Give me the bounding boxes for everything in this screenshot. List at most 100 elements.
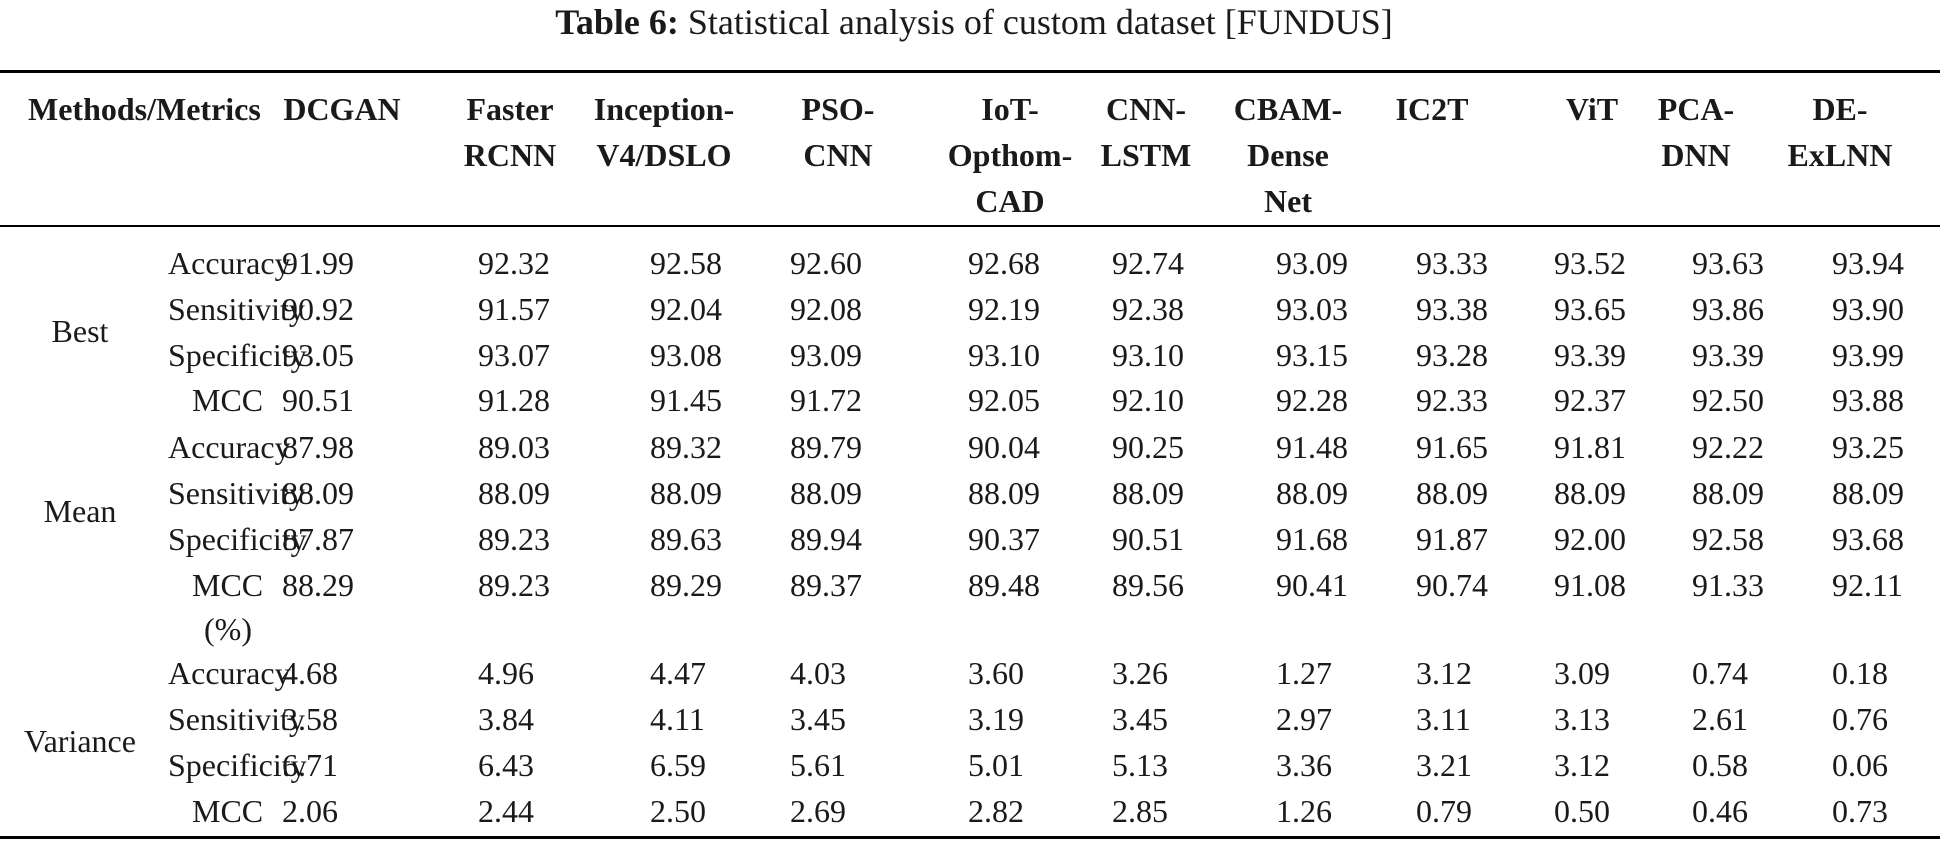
table-cell: 88.09 [282,475,354,511]
table-cell: 0.73 [1832,793,1888,829]
table-cell: 1.27 [1276,655,1332,691]
table-cell: 92.05 [968,382,1040,418]
table-cell: 93.94 [1832,245,1904,281]
table-cell: 4.11 [650,701,705,737]
table-cell: 91.33 [1692,567,1764,603]
table-cell: 93.52 [1554,245,1626,281]
table-cell: 92.04 [650,291,722,327]
column-header-line: CBAM- [1233,91,1343,127]
table-cell: 93.07 [478,337,550,373]
table-cell: 91.28 [478,382,550,418]
column-header-line: DNN [1661,137,1731,173]
table-cell: 91.87 [1416,521,1488,557]
table-cell: 92.22 [1692,429,1764,465]
table-cell: 3.21 [1416,747,1472,783]
table-cell: 3.09 [1554,655,1610,691]
table-cell: 93.33 [1416,245,1488,281]
table-cell: 6.71 [282,747,338,783]
table-cell: 93.09 [790,337,862,373]
column-header: PSO- CNN [802,86,875,178]
table-cell: 89.63 [650,521,722,557]
table-cell: 87.87 [282,521,354,557]
table-cell: 93.28 [1416,337,1488,373]
table-cell: 89.56 [1112,567,1184,603]
header-rule [0,225,1940,227]
table-cell: 91.99 [282,245,354,281]
column-header-line: Inception- [593,91,735,127]
table-cell: 91.65 [1416,429,1488,465]
table-cell: 93.38 [1416,291,1488,327]
table-cell: 3.45 [790,701,846,737]
column-header-line: CAD [975,183,1045,219]
table-cell: 2.50 [650,793,706,829]
table-cell: 93.09 [1276,245,1348,281]
table-cell: 88.29 [282,567,354,603]
column-header-line: Opthom- [947,137,1073,173]
table-cell: 93.39 [1692,337,1764,373]
table-cell: 92.28 [1276,382,1348,418]
table-cell: 93.65 [1554,291,1626,327]
table-cell: 90.92 [282,291,354,327]
table-cell: 6.43 [478,747,534,783]
table-cell: 88.09 [478,475,550,511]
table-cell: 92.00 [1554,521,1626,557]
table-cell: 88.09 [1554,475,1626,511]
column-header-line: Dense [1247,137,1329,173]
table-cell: 93.25 [1832,429,1904,465]
row-group-label: Best [51,313,109,349]
table-cell: 3.60 [968,655,1024,691]
table-cell: 2.97 [1276,701,1332,737]
table-cell: 93.39 [1554,337,1626,373]
column-header-line: ViT [1565,91,1619,127]
table-cell: 92.38 [1112,291,1184,327]
table-cell: 90.51 [282,382,354,418]
table-cell: 92.68 [968,245,1040,281]
table-cell: 0.76 [1832,701,1888,737]
table-cell: 90.25 [1112,429,1184,465]
caption-label: Table 6: [555,2,679,42]
table-cell: 5.13 [1112,747,1168,783]
table-cell: 88.09 [1276,475,1348,511]
column-header-line: PCA- [1657,91,1735,127]
metric-label: Sensitivity [168,291,305,327]
metric-label: MCC [192,793,264,829]
metric-label: MCC [192,382,264,418]
table-cell: 89.32 [650,429,722,465]
table-cell: 92.58 [650,245,722,281]
table-cell: 3.12 [1416,655,1472,691]
table-cell: 3.26 [1112,655,1168,691]
top-rule [0,70,1940,73]
metric-label: Sensitivity [168,701,305,737]
column-header-line: V4/DSLO [596,137,732,173]
column-header-line: CNN- [1106,91,1186,127]
table-cell: 91.57 [478,291,550,327]
column-header: Inception- V4/DSLO [594,86,734,178]
table-cell: 93.63 [1692,245,1764,281]
table-cell: 88.09 [1692,475,1764,511]
table-cell: 90.74 [1416,567,1488,603]
column-header: CNN- LSTM [1101,86,1192,178]
table-cell: 3.11 [1416,701,1471,737]
table-cell: 89.23 [478,567,550,603]
column-header: Faster RCNN [464,86,556,178]
column-header-line: CNN [803,137,873,173]
table-cell: 2.06 [282,793,338,829]
table-cell: 89.23 [478,521,550,557]
table-cell: 89.29 [650,567,722,603]
table-cell: 88.09 [650,475,722,511]
column-header: PCA- DNN [1658,86,1734,178]
metric-label: Specificity [168,521,307,557]
caption-text: Statistical analysis of custom dataset [… [687,2,1393,42]
table-cell: 88.09 [790,475,862,511]
table-cell: 3.19 [968,701,1024,737]
table-cell: 91.08 [1554,567,1626,603]
column-header-line: DCGAN [283,91,401,127]
table-cell: 88.09 [1112,475,1184,511]
table-cell: 2.44 [478,793,534,829]
table-cell: 92.60 [790,245,862,281]
table-cell: 91.68 [1276,521,1348,557]
table-cell: 0.58 [1692,747,1748,783]
table-cell: 1.26 [1276,793,1332,829]
table-cell: 93.10 [1112,337,1184,373]
table-cell: 3.36 [1276,747,1332,783]
